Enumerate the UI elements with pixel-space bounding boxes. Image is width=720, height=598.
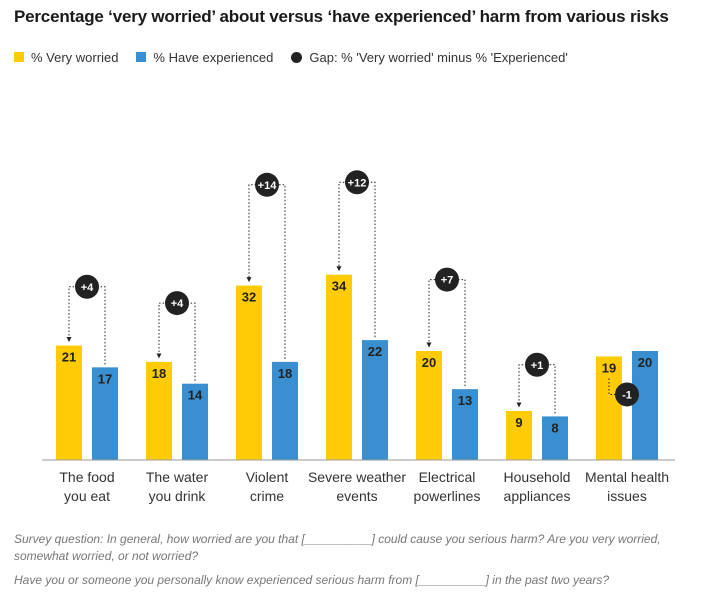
chart-legend: % Very worried % Have experienced Gap: %… — [14, 49, 586, 65]
legend-label-gap: Gap: % 'Very worried' minus % 'Experienc… — [309, 49, 568, 65]
chart-title: Percentage ‘very worried’ about versus ‘… — [14, 7, 669, 26]
bar-very-worried-household-appliances — [506, 410, 532, 460]
category-label-violent-crime-line1: Violent — [246, 469, 289, 485]
category-label-household-appliances-line1: Household — [504, 469, 571, 485]
value-label-have-experienced-the-food-you-eat: 17 — [98, 371, 112, 386]
value-label-very-worried-the-water-you-drink: 18 — [152, 366, 166, 381]
category-label-electrical-powerlines-line1: Electrical — [419, 469, 476, 485]
category-label-severe-weather-events-line2: events — [336, 488, 377, 504]
value-label-have-experienced-electrical-powerlines: 13 — [458, 393, 472, 408]
bar-have-experienced-severe-weather-events — [362, 340, 388, 460]
gap-badge-electrical-powerlines — [435, 267, 459, 292]
category-label-household-appliances-line2: appliances — [504, 488, 571, 504]
gap-badge-household-appliances — [525, 352, 549, 377]
gap-badge-severe-weather-events — [345, 170, 369, 195]
bar-have-experienced-the-water-you-drink — [182, 383, 208, 460]
legend-label-have-experienced: % Have experienced — [153, 49, 274, 65]
gap-badge-the-food-you-eat — [75, 274, 99, 299]
bar-very-worried-the-water-you-drink — [146, 361, 172, 460]
category-label-mental-health-issues-line1: Mental health — [585, 469, 669, 485]
legend-item-have-experienced: % Have experienced — [136, 50, 273, 65]
value-label-very-worried-violent-crime: 32 — [242, 290, 256, 305]
gap-badge-the-water-you-drink — [165, 291, 189, 316]
gap-label-the-food-you-eat: +4 — [81, 282, 94, 294]
legend-swatch-have-experienced — [136, 52, 147, 62]
value-label-have-experienced-mental-health-issues: 20 — [638, 355, 652, 370]
bar-very-worried-mental-health-issues — [596, 356, 622, 460]
value-label-very-worried-household-appliances: 9 — [515, 415, 522, 430]
category-label-mental-health-issues-line2: issues — [607, 488, 647, 504]
bar-have-experienced-household-appliances — [542, 416, 568, 460]
footnote-survey-question-2: Have you or someone you personally know … — [14, 573, 610, 587]
value-label-very-worried-mental-health-issues: 19 — [602, 360, 616, 375]
gap-label-the-water-you-drink: +4 — [171, 298, 184, 310]
value-label-have-experienced-household-appliances: 8 — [551, 420, 558, 435]
legend-swatch-very-worried — [14, 52, 24, 62]
gap-label-electrical-powerlines: +7 — [441, 275, 454, 287]
bar-have-experienced-electrical-powerlines — [452, 389, 478, 460]
legend-item-gap: Gap: % 'Very worried' minus % 'Experienc… — [291, 49, 568, 65]
category-label-the-water-you-drink-line2: you drink — [149, 488, 207, 504]
value-label-have-experienced-the-water-you-drink: 14 — [188, 388, 203, 403]
legend-dot-gap — [291, 51, 303, 63]
category-label-electrical-powerlines-line2: powerlines — [414, 488, 481, 504]
value-label-very-worried-severe-weather-events: 34 — [332, 279, 347, 294]
gap-label-severe-weather-events: +12 — [348, 177, 367, 189]
bar-very-worried-electrical-powerlines — [416, 351, 442, 460]
value-label-very-worried-electrical-powerlines: 20 — [422, 355, 436, 370]
value-label-have-experienced-violent-crime: 18 — [278, 366, 292, 381]
category-label-the-food-you-eat-line1: The food — [59, 469, 114, 485]
gap-label-mental-health-issues: -1 — [622, 389, 632, 401]
bar-have-experienced-violent-crime — [272, 361, 298, 460]
category-label-the-food-you-eat-line2: you eat — [64, 488, 110, 504]
legend-label-very-worried: % Very worried — [31, 49, 119, 65]
footnote-survey-question-1: Survey question: In general, how worried… — [14, 532, 661, 563]
gap-badge-mental-health-issues — [615, 382, 639, 407]
bar-very-worried-the-food-you-eat — [56, 345, 82, 460]
bar-have-experienced-the-food-you-eat — [92, 367, 118, 460]
bar-chart: 21 17 +4 The food you eat 18 14 +4 The water you … — [42, 170, 675, 504]
bar-have-experienced-mental-health-issues — [632, 351, 658, 460]
category-label-the-water-you-drink-line1: The water — [146, 469, 209, 485]
gap-label-violent-crime: +14 — [258, 180, 278, 192]
gap-badge-violent-crime — [255, 172, 279, 197]
bar-very-worried-severe-weather-events — [326, 274, 352, 460]
value-label-very-worried-the-food-you-eat: 21 — [62, 350, 76, 365]
category-label-violent-crime-line2: crime — [250, 488, 284, 504]
value-label-have-experienced-severe-weather-events: 22 — [368, 344, 382, 359]
legend-item-very-worried: % Very worried — [14, 50, 118, 65]
gap-bracket-electrical-powerlines — [426, 279, 466, 387]
category-label-severe-weather-events-line1: Severe weather — [308, 469, 406, 485]
gap-label-household-appliances: +1 — [531, 360, 544, 372]
bar-very-worried-violent-crime — [236, 285, 262, 460]
